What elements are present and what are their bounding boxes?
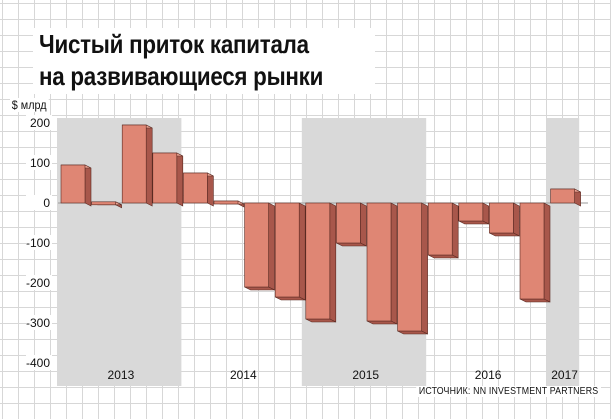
- bar-front-face: [121, 124, 147, 204]
- y-tick-label: 100: [30, 156, 50, 170]
- y-tick-label: -300: [26, 316, 50, 330]
- bar-front-face: [183, 172, 208, 204]
- bar-12: [397, 202, 428, 335]
- bar-front-face: [397, 202, 422, 332]
- year-label-2016: 2016: [475, 368, 502, 382]
- bar-2: [91, 201, 122, 209]
- bar-cap-face: [244, 286, 275, 291]
- y-tick-bg: [26, 235, 52, 250]
- bar-cap-face: [275, 296, 306, 301]
- y-tick-bg: [26, 155, 52, 170]
- bar-side-face: [84, 164, 92, 207]
- y-tick-bg: [26, 115, 52, 130]
- bar-10: [336, 202, 367, 247]
- year-label-2014: 2014: [230, 368, 257, 382]
- bar-4: [152, 152, 184, 207]
- bar-front-face: [91, 201, 116, 206]
- bar-front-face: [274, 202, 300, 298]
- bar-cap-face: [336, 242, 367, 247]
- y-tick-label: -200: [26, 276, 50, 290]
- y-tick-bg: [26, 195, 52, 210]
- bar-side-face: [207, 172, 214, 207]
- bar-front-face: [60, 164, 86, 204]
- bar-8: [274, 202, 306, 301]
- bar-16: [519, 202, 551, 303]
- bar-cap-face: [519, 298, 551, 303]
- y-axis-unit-label: $ млрд: [10, 98, 49, 112]
- bar-14: [458, 202, 490, 225]
- bar-side-face: [513, 202, 520, 237]
- bar-cap-face: [489, 232, 520, 237]
- bar-front-face: [519, 202, 545, 300]
- bar-front-face: [152, 152, 178, 204]
- bar-front-face: [244, 202, 269, 288]
- bar-17: [550, 188, 581, 207]
- year-label-2013: 2013: [108, 368, 135, 382]
- bar-cap-face: [428, 254, 459, 259]
- bar-13: [427, 202, 459, 259]
- bar-front-face: [213, 200, 239, 205]
- bar-6: [213, 200, 245, 208]
- bar-11: [366, 202, 398, 325]
- bar-7: [244, 202, 275, 291]
- y-tick-label: 200: [30, 116, 50, 130]
- chart-title: Чистый приток капитала на развивающиеся …: [33, 28, 376, 94]
- bar-front-face: [305, 202, 331, 320]
- bar-front-face: [458, 202, 484, 222]
- bar-series: [60, 124, 581, 335]
- chart-title-line-2: на развивающиеся рынки: [39, 61, 324, 91]
- y-tick-label: -400: [26, 356, 50, 370]
- bar-side-face: [329, 202, 337, 323]
- bar-side-face: [176, 152, 184, 207]
- year-label-2017: 2017: [551, 368, 578, 382]
- bar-side-face: [145, 124, 153, 207]
- x-axis-year-labels: 2013 2014 2015 2016 2017: [108, 368, 579, 382]
- bar-side-face: [360, 202, 367, 247]
- bar-side-face: [482, 202, 490, 225]
- bar-front-face: [427, 202, 453, 256]
- bar-5: [183, 172, 214, 207]
- bar-cap-face: [305, 318, 336, 323]
- bar-side-face: [390, 202, 398, 325]
- bar-15: [489, 202, 520, 237]
- bar-front-face: [550, 188, 575, 204]
- bar-front-face: [489, 202, 514, 234]
- bar-1: [60, 164, 92, 207]
- shade-band-2017: [546, 118, 580, 386]
- y-tick-label: 0: [43, 196, 50, 210]
- bar-3: [121, 124, 153, 207]
- bar-side-face: [268, 202, 275, 291]
- bar-front-face: [336, 202, 361, 244]
- chart-title-line-1: Чистый приток капитала: [39, 29, 309, 59]
- y-tick-bg: [26, 355, 52, 370]
- bar-cap-face: [397, 330, 428, 335]
- y-tick-bg: [26, 275, 52, 290]
- y-axis-ticks: 200 100 0 -100 -200 -300 -400: [26, 115, 52, 370]
- year-label-2015: 2015: [352, 368, 379, 382]
- y-tick-bg: [26, 315, 52, 330]
- bar-front-face: [366, 202, 392, 322]
- y-tick-label: -100: [26, 236, 50, 250]
- bar-9: [305, 202, 337, 323]
- year-shading: [57, 118, 580, 386]
- bar-side-face: [451, 202, 459, 259]
- bar-side-face: [543, 202, 551, 303]
- bar-cap-face: [366, 320, 398, 325]
- bar-cap-face: [458, 220, 489, 225]
- bar-side-face: [298, 202, 306, 301]
- source-note: ИСТОЧНИК: NN INVESTMENT PARTNERS: [416, 386, 601, 397]
- bar-side-face: [421, 202, 428, 335]
